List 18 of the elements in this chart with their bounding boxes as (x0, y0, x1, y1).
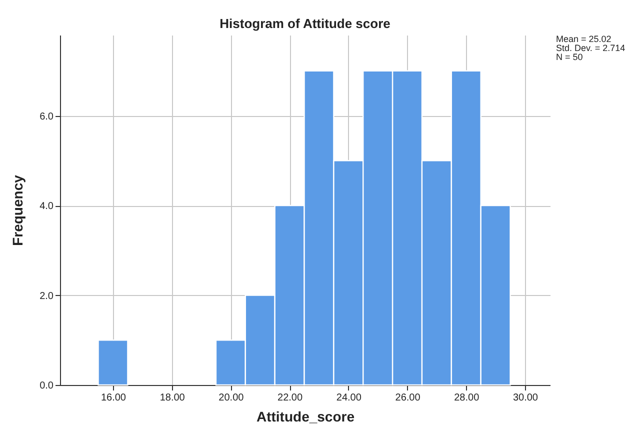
x-tick-label: 24.00 (336, 392, 362, 404)
x-tick-label: 30.00 (512, 392, 538, 404)
x-tick-label: 16.00 (100, 392, 126, 404)
x-tick-label: 22.00 (278, 392, 303, 404)
x-tick-label: 28.00 (454, 392, 480, 404)
chart-title: Histogram of Attitude score (220, 16, 390, 31)
text: Std. Dev. = 2.714 (556, 43, 626, 53)
x-axis-title: Attitude_score (256, 408, 355, 424)
y-tick-label: 4.0 (40, 201, 54, 212)
x-tick-label: 18.00 (160, 392, 186, 404)
y-axis-title: Frequency (10, 174, 26, 246)
y-tick-label: 0.0 (40, 380, 54, 392)
y-tick-label: 2.0 (40, 290, 54, 302)
text: Mean = 25.02 (556, 34, 612, 44)
x-tick-label: 20.00 (218, 392, 244, 404)
text: N = 50 (556, 52, 583, 62)
y-tick-label: 6.0 (40, 111, 54, 122)
x-tick-label: 26.00 (395, 392, 421, 404)
